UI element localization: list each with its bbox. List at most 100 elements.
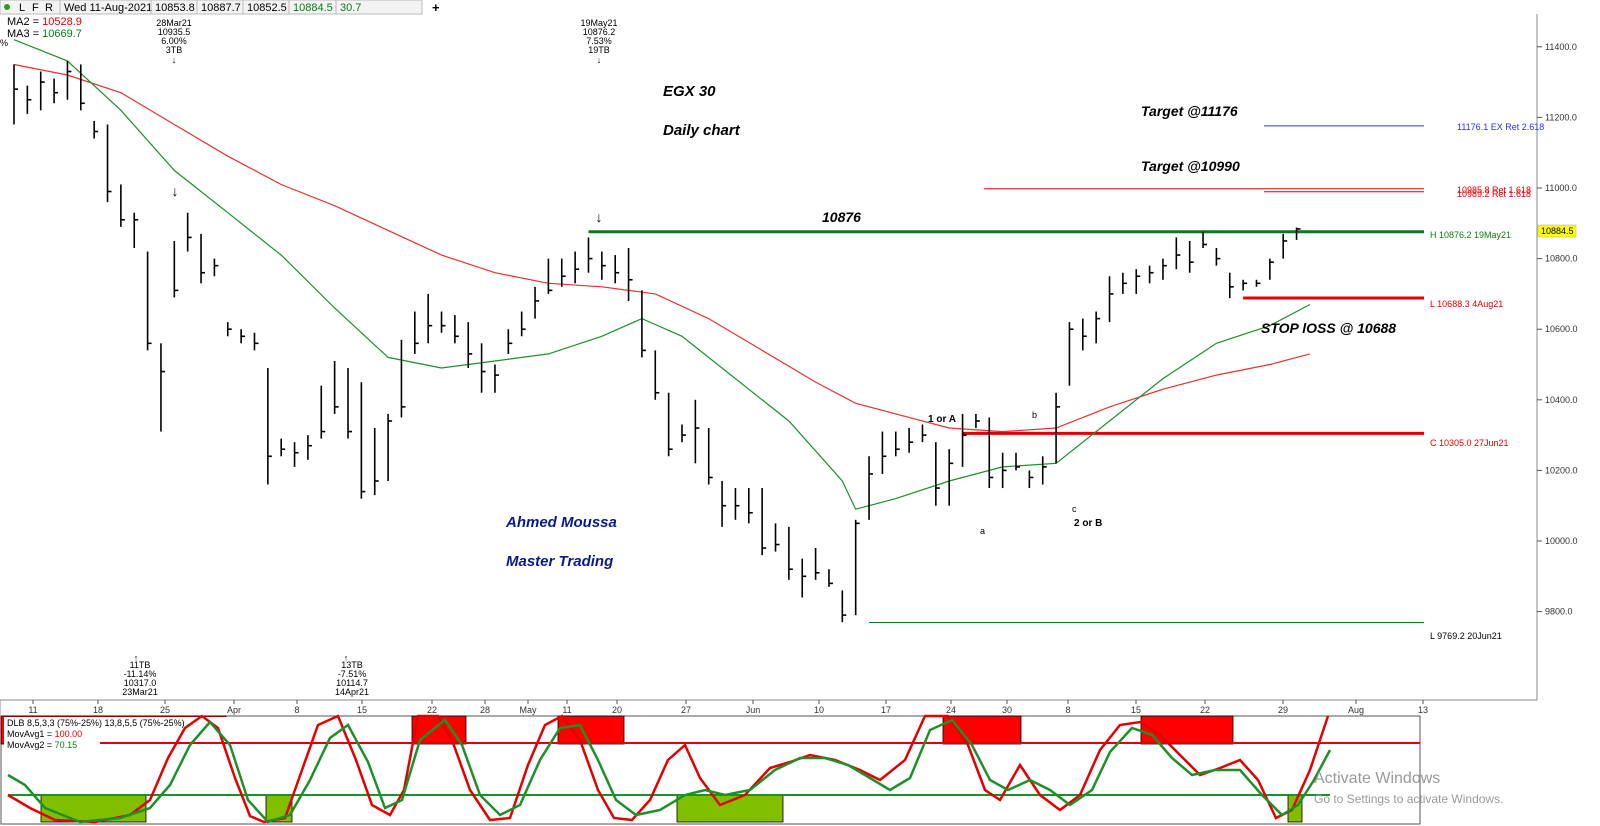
ohlc-bar (547, 258, 553, 294)
low-jun-label: L 9769.2 20Jun21 (1430, 631, 1502, 641)
ohlc-bar (186, 212, 192, 252)
view-f-button[interactable]: F (32, 2, 39, 14)
stop-loss-label: STOP lOSS @ 10688 (1261, 320, 1396, 336)
ohlc-bar (1269, 258, 1274, 280)
target-11176-label: Target @11176 (1141, 103, 1238, 119)
svg-text:10114.7: 10114.7 (336, 678, 368, 688)
x-tick-label: 22 (1200, 705, 1210, 715)
svg-text:-7.51%: -7.51% (338, 669, 367, 679)
top-annotation-may: 19May21 10876.2 7.53% 19TB ↓ (580, 18, 617, 65)
ohlc-bar (280, 438, 286, 457)
target-10990-label: Target @10990 (1141, 158, 1240, 174)
high-level-label: H 10876.2 19May21 (1430, 230, 1511, 240)
ohlc-bar (387, 413, 393, 481)
bar-open: 10853.8 (155, 2, 195, 14)
ohlc-bar (307, 435, 312, 460)
y-tick-label: 11200.0 (1545, 112, 1577, 122)
x-tick-label: 10 (814, 705, 824, 715)
movavg1-legend: MovAvg1 = 100.00 (7, 729, 82, 739)
ohlc-bar (240, 329, 246, 344)
resistance-10876-label: 10876 (822, 209, 861, 225)
svg-text:10317.0: 10317.0 (124, 678, 157, 688)
ohlc-bar (1041, 456, 1047, 485)
oscillator-slow-line (7, 718, 1332, 824)
x-tick-label: 11 (562, 705, 571, 715)
author-brand: Master Trading (506, 553, 613, 570)
svg-text:23Mar21: 23Mar21 (122, 687, 158, 697)
indicator-panel (0, 715, 1421, 825)
ohlc-bar (961, 413, 967, 467)
x-tick-label: 28 (480, 705, 490, 715)
ohlc-bar (614, 255, 620, 284)
ohlc-bar (333, 360, 339, 414)
oscillator-fast-line (7, 714, 1330, 824)
x-tick-label: 15 (1131, 705, 1141, 715)
ohlc-bar (828, 569, 833, 587)
y-tick-label: 10800.0 (1545, 254, 1578, 264)
ohlc-bar (133, 212, 139, 249)
ohlc-bar (360, 382, 366, 499)
ohlc-bar (200, 233, 206, 284)
ohlc-bar (400, 339, 406, 418)
ohlc-bar (601, 251, 606, 280)
ohlc-bar (80, 64, 85, 111)
view-l-button[interactable]: L (19, 2, 25, 14)
bar-high: 10887.7 (201, 2, 241, 14)
ohlc-bar (120, 184, 125, 227)
bar-low: 10852.5 (247, 2, 287, 14)
ohlc-bar (1082, 318, 1087, 351)
svg-text:3TB: 3TB (166, 45, 183, 55)
ohlc-bar (1295, 227, 1301, 240)
svg-text:↓: ↓ (172, 55, 177, 65)
wave-a-label: a (980, 526, 985, 536)
ohlc-bar (534, 286, 540, 319)
ohlc-bar (267, 368, 272, 485)
add-symbol-button[interactable]: + (432, 0, 440, 15)
svg-text:10935.5: 10935.5 (158, 27, 191, 37)
x-tick-label: 25 (160, 705, 170, 715)
ohlc-bar (413, 311, 419, 354)
x-tick-label: 29 (1278, 705, 1288, 715)
ohlc-bar (761, 488, 767, 556)
ohlc-bar (66, 60, 72, 100)
svg-text:-11.14%: -11.14% (124, 669, 157, 679)
ret-level-label-2: 10989.2 Ret 1.618 (1457, 189, 1531, 199)
ohlc-bar (667, 392, 673, 457)
ohlc-bar (654, 350, 660, 400)
ohlc-bar (868, 456, 874, 520)
ohlc-bar (560, 258, 566, 287)
y-tick-label: 9800.0 (1545, 607, 1573, 617)
indicator-name: DLB 8,5,3,3 (75%-25%) 13,8,5,5 (75%-25%) (7, 718, 185, 728)
ohlc-bar (1228, 272, 1234, 299)
ohlc-bar (921, 424, 927, 443)
x-tick-label: Aug (1348, 705, 1364, 715)
status-icon (4, 4, 10, 10)
ohlc-bar (520, 311, 526, 337)
x-tick-label: 11 (28, 705, 37, 715)
view-r-button[interactable]: R (45, 2, 53, 14)
y-tick-label: 10000.0 (1545, 536, 1578, 546)
ohlc-bar (1095, 311, 1101, 344)
x-tick-label: 15 (357, 705, 367, 715)
ohlc-bar (1242, 279, 1248, 291)
wave-1a-label: 1 or A (928, 414, 956, 425)
price-axis: 11400.0 11200.0 11000.0 10800.0 10600.0 10400… (1537, 42, 1578, 617)
low-aug-label: L 10688.3 4Aug21 (1430, 299, 1503, 309)
movavg2-legend: MovAvg2 = 70.15 (7, 740, 77, 750)
ohlc-bar (494, 364, 499, 393)
x-tick-label: Jun (746, 705, 761, 715)
ohlc-bar (1188, 240, 1194, 273)
ohlc-bar (146, 251, 152, 351)
last-price-tag (1537, 224, 1577, 238)
ext-level-label: 11176.1 EX Ret 2.618 (1457, 122, 1544, 132)
x-tick-label: 22 (427, 705, 437, 715)
ohlc-bar (881, 431, 887, 474)
y-tick-label: 11000.0 (1545, 183, 1577, 193)
x-tick-label: 27 (681, 705, 691, 715)
bottom-annotation-apr: ↑ 13TB -7.51% 10114.7 14Apr21 (335, 653, 369, 697)
svg-text:↓: ↓ (597, 55, 602, 65)
svg-text:13TB: 13TB (341, 660, 363, 670)
activate-windows-title: Activate Windows (1314, 770, 1440, 787)
wave-b-label: b (1032, 410, 1037, 420)
ohlc-bar (1215, 248, 1221, 266)
